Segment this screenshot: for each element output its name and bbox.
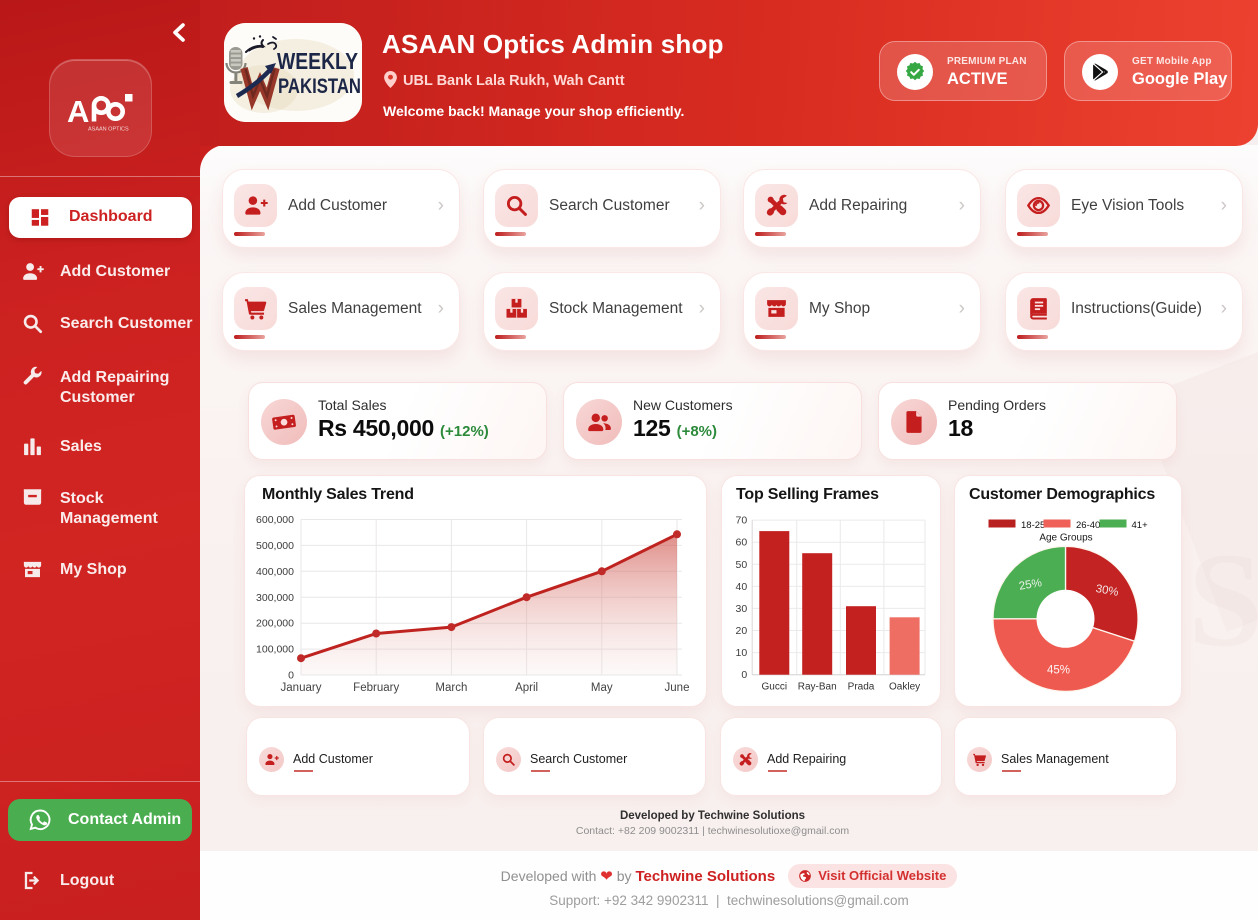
- svg-text:45%: 45%: [1047, 665, 1070, 677]
- svg-text:400,000: 400,000: [256, 566, 294, 578]
- svg-text:20: 20: [736, 625, 748, 637]
- svg-text:40: 40: [736, 581, 748, 593]
- svg-text:Age Groups: Age Groups: [1039, 533, 1092, 544]
- svg-text:March: March: [435, 682, 467, 694]
- svg-text:0: 0: [741, 669, 747, 681]
- svg-text:10: 10: [736, 647, 748, 659]
- svg-text:60: 60: [736, 537, 748, 549]
- svg-text:200,000: 200,000: [256, 618, 294, 630]
- svg-text:Gucci: Gucci: [762, 682, 788, 693]
- svg-text:41+: 41+: [1132, 520, 1149, 531]
- svg-text:30: 30: [736, 603, 748, 615]
- svg-text:50: 50: [736, 559, 748, 571]
- svg-text:PAKISTAN: PAKISTAN: [278, 75, 361, 98]
- svg-text:January: January: [281, 682, 322, 694]
- svg-text:18-25: 18-25: [1021, 520, 1045, 531]
- svg-text:26-40: 26-40: [1076, 520, 1100, 531]
- svg-text:0: 0: [288, 670, 294, 682]
- svg-text:30%: 30%: [1095, 583, 1120, 599]
- svg-text:25%: 25%: [1018, 577, 1043, 593]
- svg-text:100,000: 100,000: [256, 644, 294, 656]
- svg-text:300,000: 300,000: [256, 592, 294, 604]
- svg-text:WEEKLY: WEEKLY: [277, 48, 358, 74]
- svg-text:April: April: [515, 682, 538, 694]
- svg-text:600,000: 600,000: [256, 514, 294, 526]
- svg-text:ASAAN OPTICS: ASAAN OPTICS: [88, 127, 129, 133]
- svg-text:Ray-Ban: Ray-Ban: [798, 682, 837, 693]
- svg-text:June: June: [665, 682, 690, 694]
- svg-text:500,000: 500,000: [256, 540, 294, 552]
- svg-text:Oakley: Oakley: [889, 682, 920, 693]
- svg-text:70: 70: [736, 515, 748, 527]
- svg-text:February: February: [353, 682, 399, 694]
- svg-text:A: A: [67, 94, 89, 129]
- svg-text:May: May: [591, 682, 613, 694]
- svg-text:Prada: Prada: [848, 682, 875, 693]
